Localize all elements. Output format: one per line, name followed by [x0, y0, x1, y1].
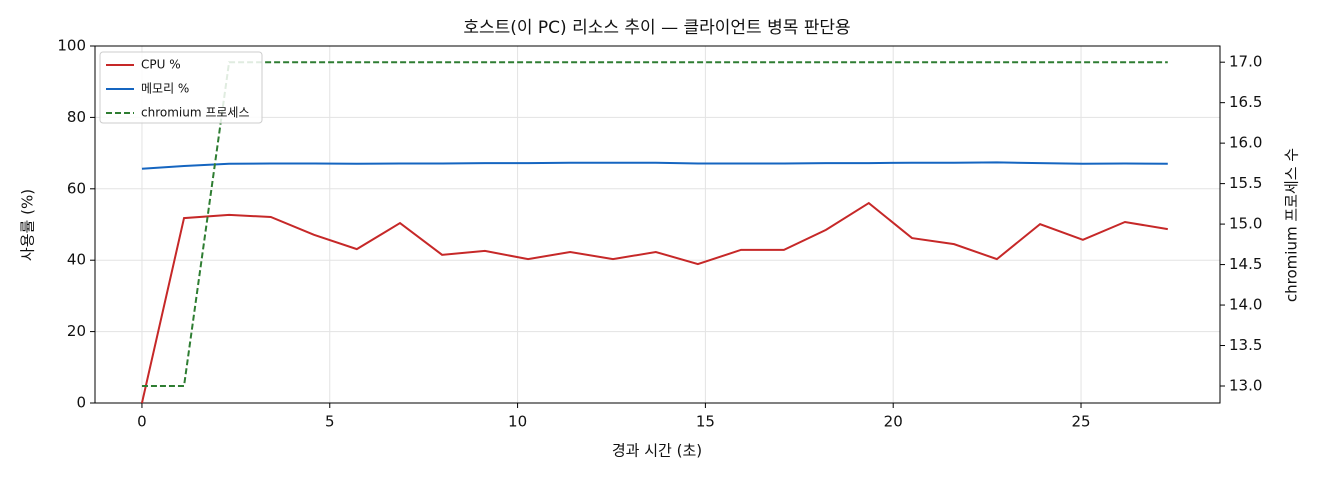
y2-tick-label: 15.0: [1229, 215, 1262, 233]
x-tick-label: 15: [696, 413, 715, 431]
y2-tick-label: 13.5: [1229, 336, 1262, 354]
y2-tick-label: 16.5: [1229, 93, 1262, 111]
chart-title: 호스트(이 PC) 리소스 추이 — 클라이언트 병목 판단용: [463, 18, 850, 38]
y-tick-label: 40: [67, 251, 86, 269]
series-line: [141, 161, 1168, 170]
x-tick-label: 10: [508, 413, 527, 431]
legend-label: 메모리 %: [141, 82, 189, 96]
x-axis-label: 경과 시간 (초): [612, 442, 702, 460]
y2-tick-label: 17.0: [1229, 53, 1262, 71]
x-tick-label: 25: [1071, 413, 1090, 431]
legend-label: chromium 프로세스: [141, 106, 250, 120]
y-tick-label: 0: [76, 394, 86, 412]
x-tick-label: 0: [137, 413, 147, 431]
y-tick-label: 100: [57, 37, 86, 55]
y2-tick-label: 14.0: [1229, 296, 1262, 314]
x-tick-label: 20: [884, 413, 903, 431]
y-tick-label: 20: [67, 322, 86, 340]
y2-tick-label: 13.0: [1229, 377, 1262, 395]
y-tick-label: 80: [67, 108, 86, 126]
y-axis-label: 사용률 (%): [19, 189, 37, 261]
plot-frame: [94, 45, 1221, 404]
legend-label: CPU %: [141, 58, 181, 72]
series-line: [141, 61, 1168, 387]
x-tick-label: 5: [325, 413, 335, 431]
legend-box: [99, 51, 263, 124]
y2-tick-label: 14.5: [1229, 255, 1262, 273]
y2-tick-label: 15.5: [1229, 174, 1262, 192]
y-tick-label: 60: [67, 179, 86, 197]
series-line: [140, 201, 1168, 404]
y2-tick-label: 16.0: [1229, 134, 1262, 152]
y2-axis-label: chromium 프로세스 수: [1283, 148, 1301, 302]
